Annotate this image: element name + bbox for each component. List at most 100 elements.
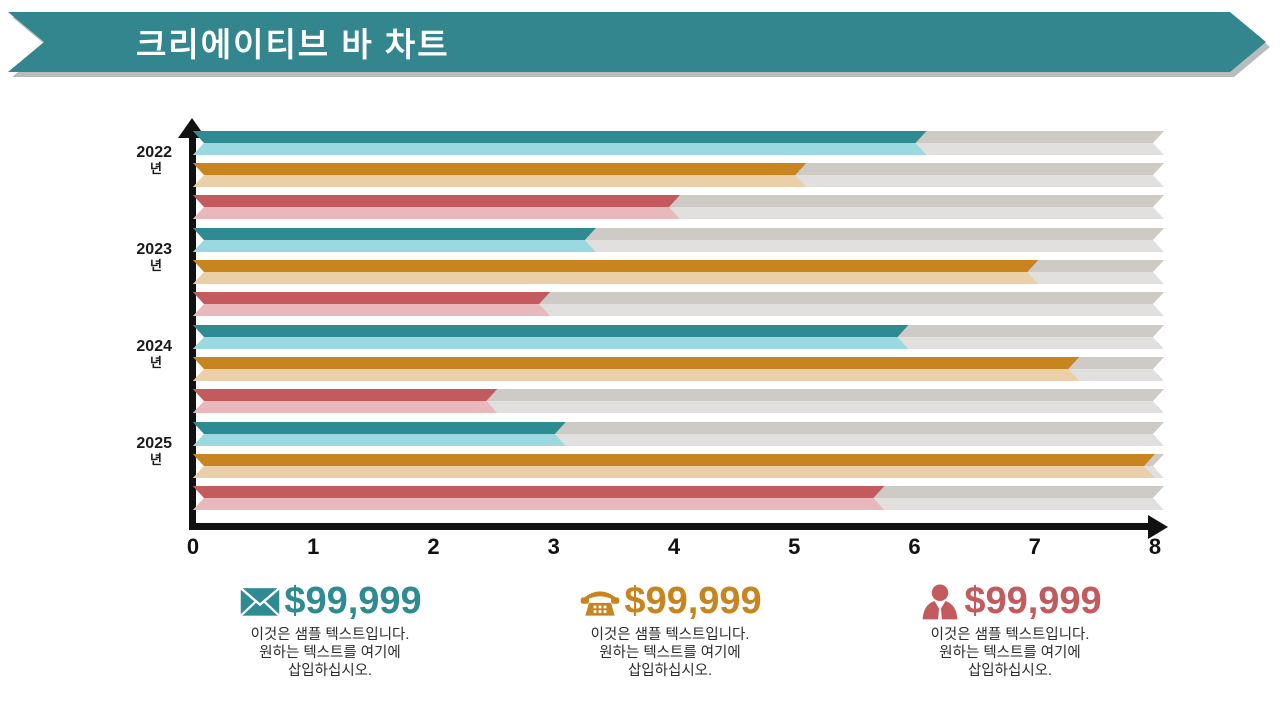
bar-fill-band-top [193, 389, 497, 401]
y-axis-label-year: 2024 [136, 338, 172, 355]
y-axis-label-unit: 년 [150, 257, 162, 273]
bar-fill[interactable] [193, 454, 1155, 478]
x-axis-line [189, 523, 1151, 530]
bar-fill-band-bottom [193, 369, 1079, 381]
bar-fill-band-bottom [193, 143, 927, 155]
legend-amount: $99,999 [284, 580, 422, 622]
legend-description: 이것은 샘플 텍스트입니다. 원하는 텍스트를 여기에 삽입하십시오. [860, 626, 1160, 680]
bar-fill[interactable] [193, 228, 596, 252]
bar-fill-band-bottom [193, 498, 884, 510]
bar-row [193, 195, 1164, 219]
bar-row [193, 422, 1164, 446]
bar-fill-band-top [193, 292, 550, 304]
x-tick-label: 5 [788, 534, 801, 559]
y-axis-label-year: 2022 [136, 144, 172, 161]
legend-description: 이것은 샘플 텍스트입니다. 원하는 텍스트를 여기에 삽입하십시오. [520, 626, 820, 680]
bar-row [193, 228, 1164, 252]
bar-fill[interactable] [193, 422, 566, 446]
bar-fill-band-top [193, 228, 596, 240]
legend-description-line: 원하는 텍스트를 여기에 [599, 645, 741, 662]
bar-fill-band-bottom [193, 466, 1155, 478]
bar-row [193, 292, 1164, 316]
bar-fill-band-top [193, 325, 908, 337]
title-banner: 크리에이티브 바 차트 [8, 12, 1270, 77]
bar-row [193, 357, 1164, 381]
legend-header: $99,999 [860, 578, 1160, 624]
legend-amount: $99,999 [964, 580, 1102, 622]
businessman-icon [918, 581, 962, 621]
x-tick-label: 0 [186, 534, 200, 559]
bar-fill[interactable] [193, 195, 680, 219]
bar-fill-band-bottom [193, 337, 908, 349]
bar-fill-band-top [193, 163, 806, 175]
y-axis-label-year: 2023 [136, 241, 172, 258]
bar-row [193, 486, 1164, 510]
envelope-icon [238, 581, 282, 621]
y-axis-label-unit: 년 [150, 354, 162, 370]
legend-description-line: 이것은 샘플 텍스트입니다. [590, 627, 750, 643]
bar-row [193, 260, 1164, 284]
bar-row [193, 131, 1164, 155]
bar-fill-band-top [193, 422, 566, 434]
y-axis-label-2024: 2024 년 [92, 338, 172, 370]
x-tick-label: 8 [1148, 534, 1162, 559]
telephone-icon [578, 581, 622, 621]
bar-fill-band-top [193, 131, 927, 143]
bar-fill-band-top [193, 195, 680, 207]
x-tick-label: 7 [1028, 534, 1041, 559]
bar-fill-band-top [193, 486, 884, 498]
legend-header: $99,999 [520, 578, 820, 624]
bar-fill[interactable] [193, 486, 884, 510]
bar-fill-band-top [193, 454, 1155, 466]
legend-item[interactable]: $99,999 이것은 샘플 텍스트입니다. 원하는 텍스트를 여기에 삽입하십시오. [860, 578, 1160, 680]
bar-fill-band-bottom [193, 304, 550, 316]
legend-description-line: 이것은 샘플 텍스트입니다. [930, 627, 1090, 643]
bar-fill-band-top [193, 260, 1038, 272]
y-axis-label-year: 2025 [136, 435, 172, 452]
bar-fill[interactable] [193, 292, 550, 316]
legend-description-line: 원하는 텍스트를 여기에 [939, 645, 1081, 662]
legend-description-line: 원하는 텍스트를 여기에 [259, 645, 401, 662]
x-tick-label: 4 [667, 534, 681, 559]
bar-fill[interactable] [193, 389, 497, 413]
bar-fill-band-bottom [193, 240, 596, 252]
bar-fill[interactable] [193, 325, 908, 349]
y-axis-label-unit: 년 [150, 451, 162, 467]
legend-item[interactable]: $99,999 이것은 샘플 텍스트입니다. 원하는 텍스트를 여기에 삽입하십시오. [180, 578, 480, 680]
bar-row [193, 389, 1164, 413]
legend-description-line: 삽입하십시오. [967, 663, 1053, 680]
x-axis-arrow-icon [1148, 515, 1168, 539]
y-axis-line [189, 132, 196, 530]
x-tick-label: 2 [427, 534, 440, 559]
x-tick-label: 3 [547, 534, 560, 559]
bar-fill-band-bottom [193, 175, 806, 187]
legend-amount: $99,999 [624, 580, 762, 622]
page-title: 크리에이티브 바 차트 [136, 26, 450, 63]
x-tick-label: 1 [307, 534, 320, 559]
bar-fill[interactable] [193, 260, 1038, 284]
bar-fill-band-bottom [193, 434, 566, 446]
legend-item[interactable]: $99,999 이것은 샘플 텍스트입니다. 원하는 텍스트를 여기에 삽입하십시오. [520, 578, 820, 680]
y-axis-label-unit: 년 [150, 160, 162, 176]
legend-header: $99,999 [180, 578, 480, 624]
legend-description-line: 삽입하십시오. [627, 663, 713, 680]
bar-fill[interactable] [193, 131, 927, 155]
bar-fill-band-bottom [193, 401, 497, 413]
bar-row [193, 325, 1164, 349]
bar-fill-band-bottom [193, 272, 1038, 284]
y-axis-label-2025: 2025 년 [92, 435, 172, 467]
bar-row [193, 454, 1164, 478]
legend-description: 이것은 샘플 텍스트입니다. 원하는 텍스트를 여기에 삽입하십시오. [180, 626, 480, 680]
legend-description-line: 삽입하십시오. [287, 663, 373, 680]
bar-fill[interactable] [193, 163, 806, 187]
bar-fill-band-bottom [193, 207, 680, 219]
banner-shape [8, 12, 1266, 72]
y-axis-label-2022: 2022 년 [92, 144, 172, 176]
bar-fill-band-top [193, 357, 1079, 369]
y-axis-label-2023: 2023 년 [92, 241, 172, 273]
bar-fill[interactable] [193, 357, 1079, 381]
x-tick-label: 6 [908, 534, 921, 559]
legend-description-line: 이것은 샘플 텍스트입니다. [250, 627, 410, 643]
